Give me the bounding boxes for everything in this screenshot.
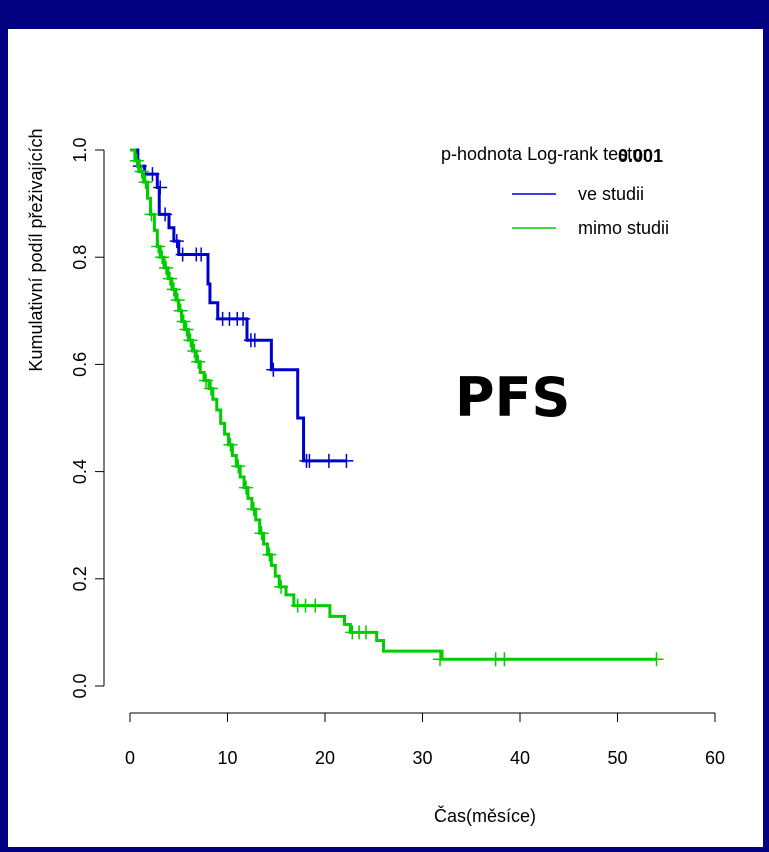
censor-mark-mimo-studii-14: [187, 344, 202, 358]
x-ticks: 0 10 20 30 40 50 60: [125, 713, 725, 768]
censor-mark-mimo-studii-33: [497, 652, 512, 667]
censor-mark-ve-studii-5: [175, 247, 190, 262]
censor-mark-ve-studii-1: [145, 167, 160, 182]
x-axis-label: Čas(měsíce): [434, 805, 536, 826]
annotation-value: 0.001: [618, 146, 663, 166]
censor-mark-mimo-studii-21: [246, 502, 261, 517]
x-tick-label-60: 60: [705, 748, 725, 768]
censor-mark-mimo-studii-27: [308, 598, 323, 613]
y-tick-label-0.2: 0.2: [70, 566, 90, 591]
censor-mark-mimo-studii-19: [231, 459, 246, 474]
censor-mark-mimo-studii-3: [144, 207, 159, 222]
series-line-ve-studii: [130, 148, 347, 463]
censor-mark-mimo-studii-18: [223, 437, 238, 452]
x-tick-label-50: 50: [607, 748, 627, 768]
censor-mark-mimo-studii-22: [254, 526, 269, 541]
legend: ve studii mimo studii: [512, 184, 669, 238]
censor-mark-ve-studii-3: [158, 207, 173, 222]
censor-mark-mimo-studii-8: [166, 282, 181, 297]
y-tick-label-0.8: 0.8: [70, 245, 90, 270]
censor-mark-ve-studii-18: [339, 453, 354, 468]
y-tick-label-0.4: 0.4: [70, 459, 90, 484]
censor-mark-mimo-studii-2: [138, 175, 153, 190]
censor-mark-ve-studii-4: [169, 234, 184, 249]
censor-mark-ve-studii-11: [236, 311, 251, 326]
censor-mark-mimo-studii-4: [151, 239, 166, 254]
x-tick-label-40: 40: [510, 748, 530, 768]
censor-mark-mimo-studii-1: [134, 164, 149, 179]
series-line-mimo-studii: [130, 148, 657, 661]
censor-mark-mimo-studii-13: [183, 333, 198, 348]
censor-mark-mimo-studii-24: [274, 579, 289, 594]
censor-mark-ve-studii-16: [302, 453, 317, 468]
x-tick-label-10: 10: [217, 748, 237, 768]
y-tick-label-0.0: 0.0: [70, 673, 90, 698]
x-tick-label-0: 0: [125, 748, 135, 768]
censor-mark-mimo-studii-10: [173, 303, 188, 318]
annotation: p-hodnota Log-rank testu: 0.001: [441, 144, 663, 166]
y-ticks: 0.0 0.2 0.4 0.6 0.8 1.0: [70, 137, 104, 699]
censor-mark-mimo-studii-6: [159, 260, 174, 275]
y-tick-label-1.0: 1.0: [70, 137, 90, 162]
censor-mark-ve-studii-2: [153, 180, 168, 195]
censor-mark-ve-studii-14: [266, 362, 281, 377]
censor-mark-ve-studii-17: [321, 453, 336, 468]
censor-mark-mimo-studii-34: [649, 652, 664, 667]
censor-mark-mimo-studii-17: [203, 381, 218, 396]
series-layer: [129, 148, 664, 667]
censor-mark-mimo-studii-5: [155, 250, 170, 265]
legend-label-mimo-studii: mimo studii: [578, 218, 669, 238]
pfs-label: PFS: [455, 366, 570, 429]
x-tick-label-20: 20: [315, 748, 335, 768]
censor-mark-mimo-studii-15: [191, 354, 206, 369]
annotation-label: p-hodnota Log-rank testu:: [441, 144, 647, 164]
y-tick-label-0.6: 0.6: [70, 352, 90, 377]
legend-label-ve-studii: ve studii: [578, 184, 644, 204]
censor-mark-mimo-studii-20: [239, 480, 254, 495]
y-axis-label: Kumulativní podíl přeživajících: [26, 128, 46, 371]
censor-mark-ve-studii-13: [247, 333, 262, 348]
censor-mark-mimo-studii-23: [262, 547, 277, 562]
censor-mark-mimo-studii-9: [170, 293, 185, 308]
censor-mark-mimo-studii-16: [199, 373, 214, 388]
axes: 0 10 20 30 40 50 60 0.0 0.2 0.4 0.6 0.8 1.0: [70, 137, 725, 768]
censor-mark-mimo-studii-7: [162, 271, 177, 286]
censor-mark-mimo-studii-11: [176, 314, 191, 329]
censor-mark-mimo-studii-30: [358, 625, 373, 640]
censor-mark-mimo-studii-12: [179, 322, 194, 337]
censor-mark-mimo-studii-31: [433, 652, 448, 667]
censor-mark-ve-studii-7: [194, 247, 209, 262]
censor-mark-mimo-studii-0: [129, 153, 144, 168]
x-tick-label-30: 30: [412, 748, 432, 768]
